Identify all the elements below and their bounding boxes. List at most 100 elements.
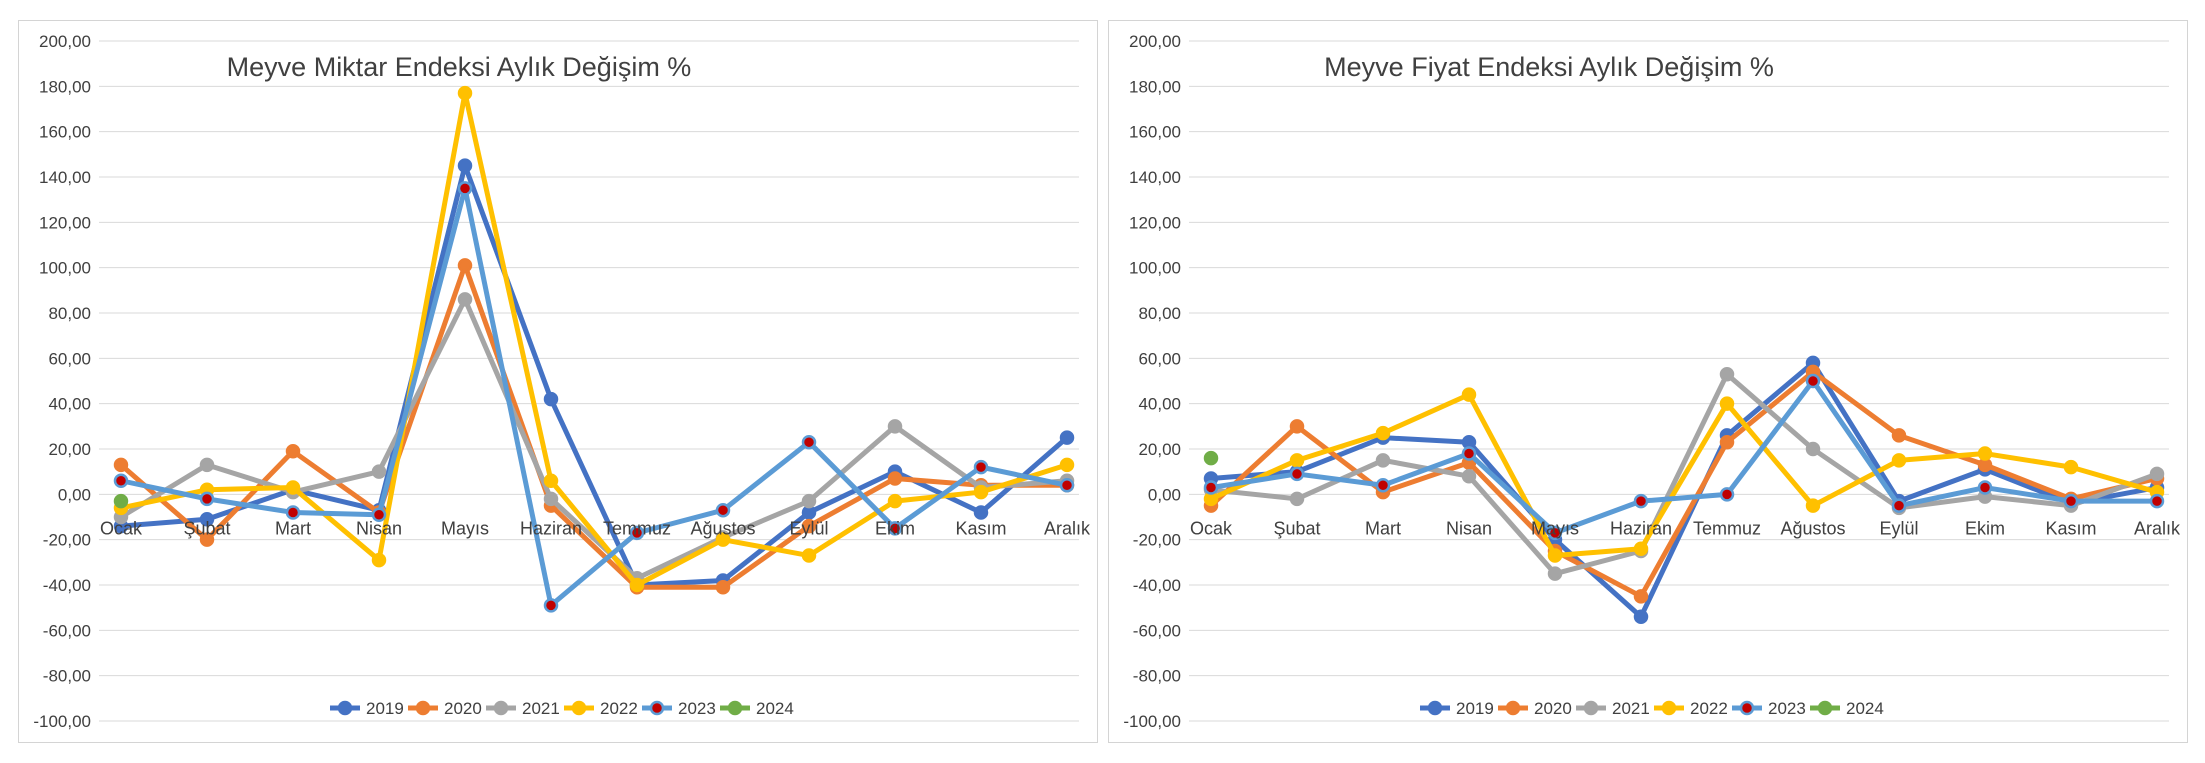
legend-label: 2019: [366, 699, 404, 718]
legend-item-2024: 2024: [1810, 699, 1884, 718]
legend-item-2021: 2021: [486, 699, 560, 718]
data-point-2023: [801, 434, 817, 450]
data-point-2023: [285, 505, 301, 520]
y-tick-label: 60,00: [1138, 349, 1181, 368]
data-point-2019: [973, 505, 989, 520]
data-point-2021: [1719, 366, 1735, 382]
y-tick-label: 80,00: [48, 304, 91, 323]
data-point-2022: [285, 480, 301, 495]
data-point-2021: [543, 491, 559, 507]
y-tick-label: -60,00: [43, 621, 91, 640]
y-axis-tick-labels: 200,00 180,00 160,00 140,00 120,00 100,00 80,0…: [33, 32, 91, 731]
y-tick-label: 20,00: [1138, 440, 1181, 459]
series-2024: [1203, 450, 1219, 466]
chart-panel-price: 200,00 180,00 160,00 140,00 120,00 100,00 80,0…: [1108, 20, 2188, 743]
data-point-2021: [801, 493, 817, 509]
y-tick-label: 0,00: [1148, 485, 1181, 504]
data-point-2023: [1805, 373, 1821, 389]
y-tick-label: -80,00: [1133, 667, 1181, 686]
series-2019: [113, 158, 1075, 593]
x-tick-label: Kasım: [955, 518, 1006, 538]
data-point-2023: [1203, 480, 1219, 495]
series-line-2021: [1208, 371, 2160, 577]
data-point-2019: [457, 158, 473, 173]
data-point-2022: [887, 493, 903, 509]
y-axis-tick-labels: 200,00 180,00 160,00 140,00 120,00 100,00 80,0…: [1123, 32, 1181, 731]
data-point-2021: [457, 292, 473, 307]
series-line-2023: [1208, 378, 2160, 536]
y-tick-label: 160,00: [39, 123, 91, 142]
legend-marker: [727, 700, 743, 716]
legend-marker: [493, 700, 509, 716]
legend-label: 2020: [444, 699, 482, 718]
legend-label: 2020: [1534, 699, 1572, 718]
y-tick-label: 180,00: [39, 77, 91, 96]
y-tick-label: -100,00: [33, 712, 91, 731]
series-line-2022: [1208, 392, 2160, 559]
series-line-2020: [118, 262, 1070, 590]
data-point-2022: [2063, 459, 2079, 475]
data-point-2023: [1059, 478, 1075, 493]
legend-marker: [649, 700, 665, 716]
y-tick-label: 100,00: [1129, 259, 1181, 278]
legend-label: 2021: [522, 699, 560, 718]
data-point-2023: [199, 491, 215, 507]
data-point-2021: [1547, 566, 1563, 581]
x-axis-category-labels: Ocak Şubat Mart Nisan Mayıs Haziran Temmuz Ağus…: [1190, 518, 2181, 538]
y-tick-label: 140,00: [1129, 168, 1181, 187]
data-point-2022: [457, 85, 473, 101]
data-point-2023: [629, 525, 645, 541]
x-tick-label: Aralık: [1044, 518, 1091, 538]
data-point-2022: [1461, 387, 1477, 402]
data-point-2021: [887, 419, 903, 434]
y-tick-label: 0,00: [58, 485, 91, 504]
legend-marker: [1583, 700, 1599, 716]
x-tick-label: Temmuz: [1693, 518, 1761, 538]
data-point-2023: [1289, 466, 1305, 482]
legend-item-2021: 2021: [1576, 699, 1650, 718]
legend-marker: [1739, 700, 1755, 716]
x-tick-label: Eylül: [789, 518, 828, 538]
legend-marker: [1817, 700, 1833, 716]
series-line-2019: [118, 163, 1070, 588]
data-point-2022: [1289, 453, 1305, 468]
data-point-2022: [715, 532, 731, 547]
legend-item-2019: 2019: [330, 699, 404, 718]
x-tick-label: Ekim: [875, 518, 915, 538]
legend-label: 2023: [678, 699, 716, 718]
data-point-2022: [973, 484, 989, 500]
data-point-2024: [113, 493, 129, 509]
legend-label: 2022: [600, 699, 638, 718]
legend-label: 2021: [1612, 699, 1650, 718]
y-tick-label: 200,00: [39, 32, 91, 51]
data-point-2021: [1289, 491, 1305, 507]
x-tick-label: Nisan: [1446, 518, 1492, 538]
x-axis-category-labels: Ocak Şubat Mart Nisan Mayıs Haziran Temmuz Ağus…: [100, 518, 1091, 538]
data-point-2023: [1547, 525, 1563, 541]
data-point-2022: [1375, 425, 1391, 441]
data-point-2022: [371, 552, 387, 568]
series-2020: [113, 258, 1075, 595]
data-point-2020: [457, 258, 473, 273]
data-point-2020: [199, 532, 215, 547]
data-point-2020: [1719, 434, 1735, 450]
legend-item-2019: 2019: [1420, 699, 1494, 718]
data-point-2022: [801, 548, 817, 563]
price-index-chart: 200,00 180,00 160,00 140,00 120,00 100,00 80,0…: [1123, 32, 2181, 731]
x-tick-label: Mayıs: [1531, 518, 1579, 538]
x-tick-label: Ağustos: [1780, 518, 1845, 538]
data-point-2020: [715, 580, 731, 595]
y-tick-label: 140,00: [39, 168, 91, 187]
y-tick-label: 120,00: [39, 213, 91, 232]
data-point-2023: [887, 521, 903, 536]
data-point-2020: [1289, 419, 1305, 434]
data-point-2021: [1375, 453, 1391, 468]
data-point-2019: [1059, 430, 1075, 445]
x-tick-label: Kasım: [2045, 518, 2096, 538]
series-2024: [113, 493, 129, 509]
series-2023: [1203, 373, 2165, 541]
y-tick-label: 40,00: [1138, 395, 1181, 414]
legend-marker: [571, 700, 587, 716]
data-point-2023: [2063, 493, 2079, 509]
x-tick-label: Mart: [1365, 518, 1401, 538]
